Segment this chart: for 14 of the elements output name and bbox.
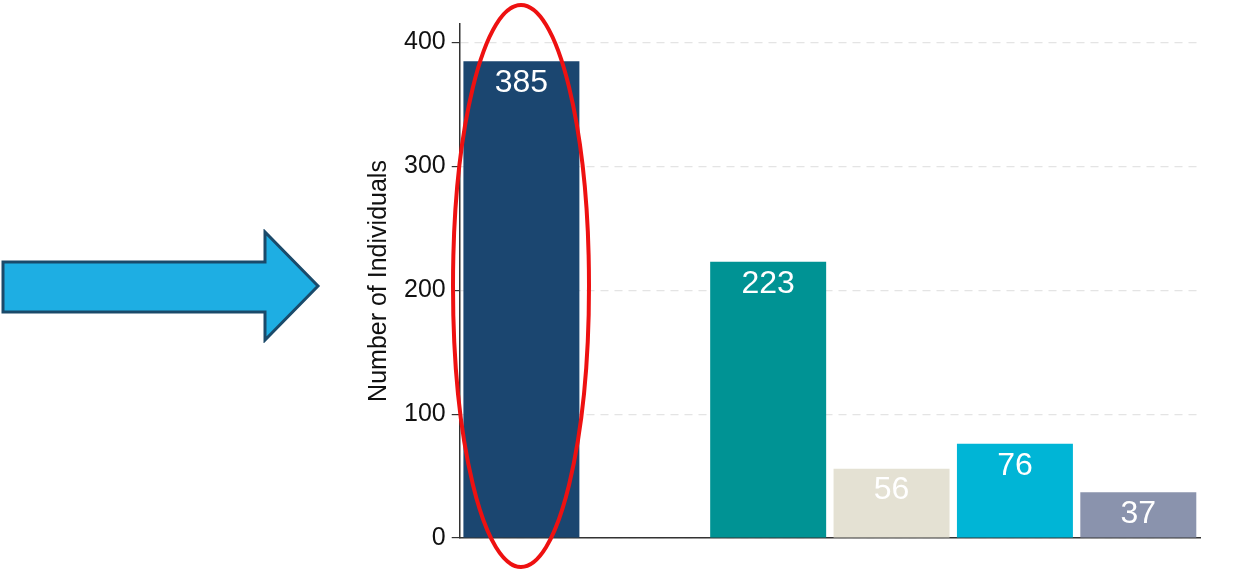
y-tick-label: 400 [403,26,446,55]
data-label: 223 [741,263,795,300]
y-tick-label: 300 [403,150,446,179]
y-tick-label: 100 [403,398,446,427]
bar [1080,492,1197,538]
bar [956,443,1073,538]
data-label: 385 [494,62,549,99]
y-axis-title: Number of Individuals [362,160,391,402]
y-tick-label: 200 [403,274,446,303]
bar [833,468,950,538]
bar [710,261,827,538]
y-tick-label: 0 [431,521,446,550]
data-label: 76 [997,445,1033,482]
data-label: 37 [1120,494,1157,530]
